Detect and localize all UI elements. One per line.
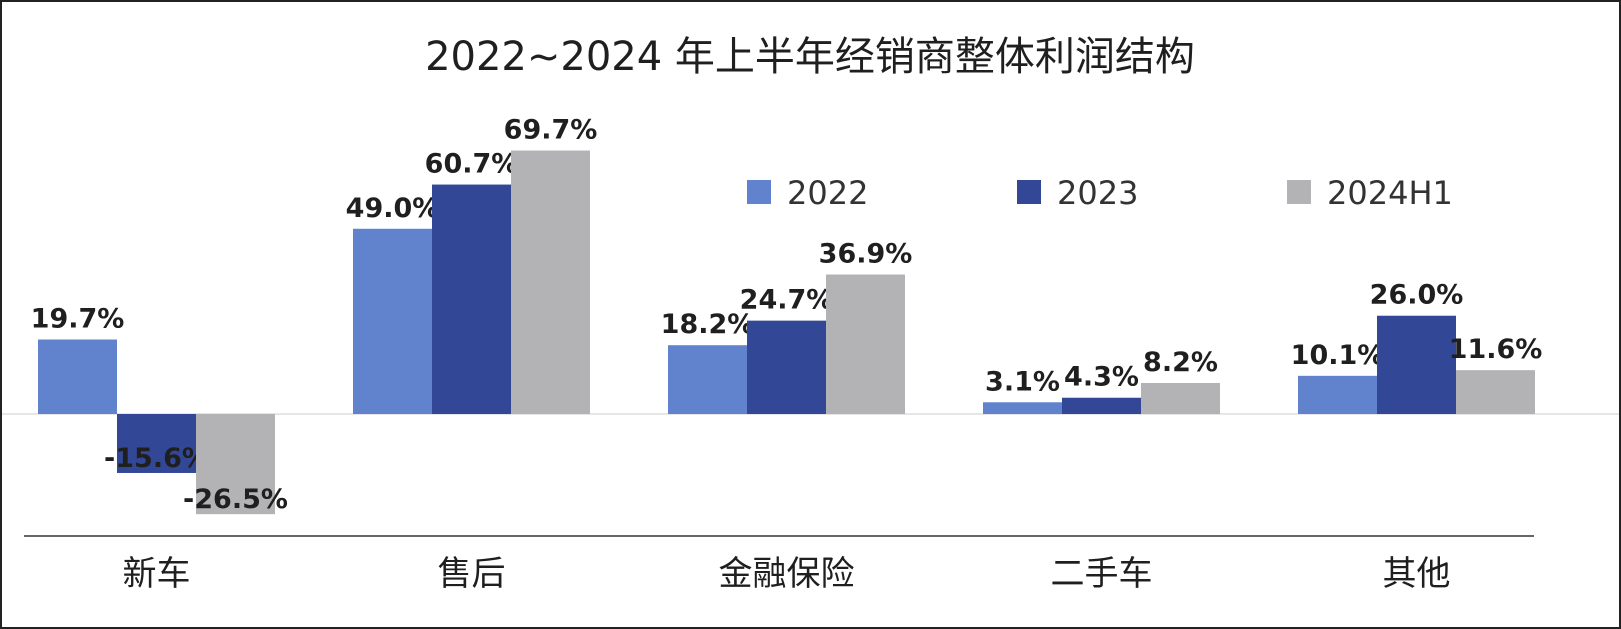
category-label: 金融保险	[719, 554, 855, 594]
category-label: 二手车	[1051, 554, 1153, 594]
category-label: 售后	[438, 554, 506, 594]
bar-2022-4	[983, 402, 1062, 414]
legend-swatch-2023	[1017, 180, 1041, 204]
bar-2022-5	[1298, 375, 1377, 414]
bar-2022-1	[38, 339, 117, 414]
plot-area: 19.7% -15.6% -26.5% 新车 49.0% 60.7%69.7% 售后 18.2…	[2, 115, 1619, 594]
category-label: 其他	[1383, 554, 1451, 594]
data-label: 24.7%	[740, 285, 834, 316]
legend-label: 2022	[787, 174, 868, 212]
bar-2023-4	[1062, 397, 1141, 414]
data-label: 69.7%	[504, 115, 598, 146]
bar-2023-5	[1377, 315, 1456, 414]
data-label: 8.2%	[1143, 347, 1218, 378]
bar-2024H1-4	[1141, 383, 1220, 414]
data-label: 3.1%	[985, 366, 1060, 397]
bar-2023-3	[747, 320, 826, 414]
legend-label: 2024H1	[1327, 174, 1453, 212]
data-label: 18.2%	[661, 309, 755, 340]
category-label: 新车	[123, 554, 191, 594]
legend-swatch-2022	[747, 180, 771, 204]
bar-2024H1-2	[511, 150, 590, 414]
bar-2024H1-5	[1456, 370, 1535, 414]
legend-swatch-2024H1	[1287, 180, 1311, 204]
chart-title: 2022~2024 年上半年经销商整体利润结构	[425, 34, 1195, 80]
data-label: 10.1%	[1291, 340, 1385, 371]
data-label: -15.6%	[104, 443, 209, 474]
bar-2024H1-1	[196, 414, 275, 515]
bar-2022-3	[668, 345, 747, 414]
data-label: -26.5%	[183, 484, 288, 515]
bar-2024H1-3	[826, 274, 905, 414]
data-label: 49.0%	[346, 193, 440, 224]
legend-label: 2023	[1057, 174, 1138, 212]
bar-2023-1	[117, 414, 196, 473]
bar-2022-2	[353, 228, 432, 414]
data-label: 60.7%	[425, 149, 519, 180]
data-label: 26.0%	[1370, 280, 1464, 311]
data-label: 19.7%	[31, 304, 125, 335]
bar-2023-2	[432, 184, 511, 414]
data-label: 36.9%	[819, 239, 913, 270]
data-label: 4.3%	[1064, 362, 1139, 393]
legend: 2022 2023 2024H1	[747, 174, 1453, 212]
data-label: 11.6%	[1449, 334, 1543, 365]
